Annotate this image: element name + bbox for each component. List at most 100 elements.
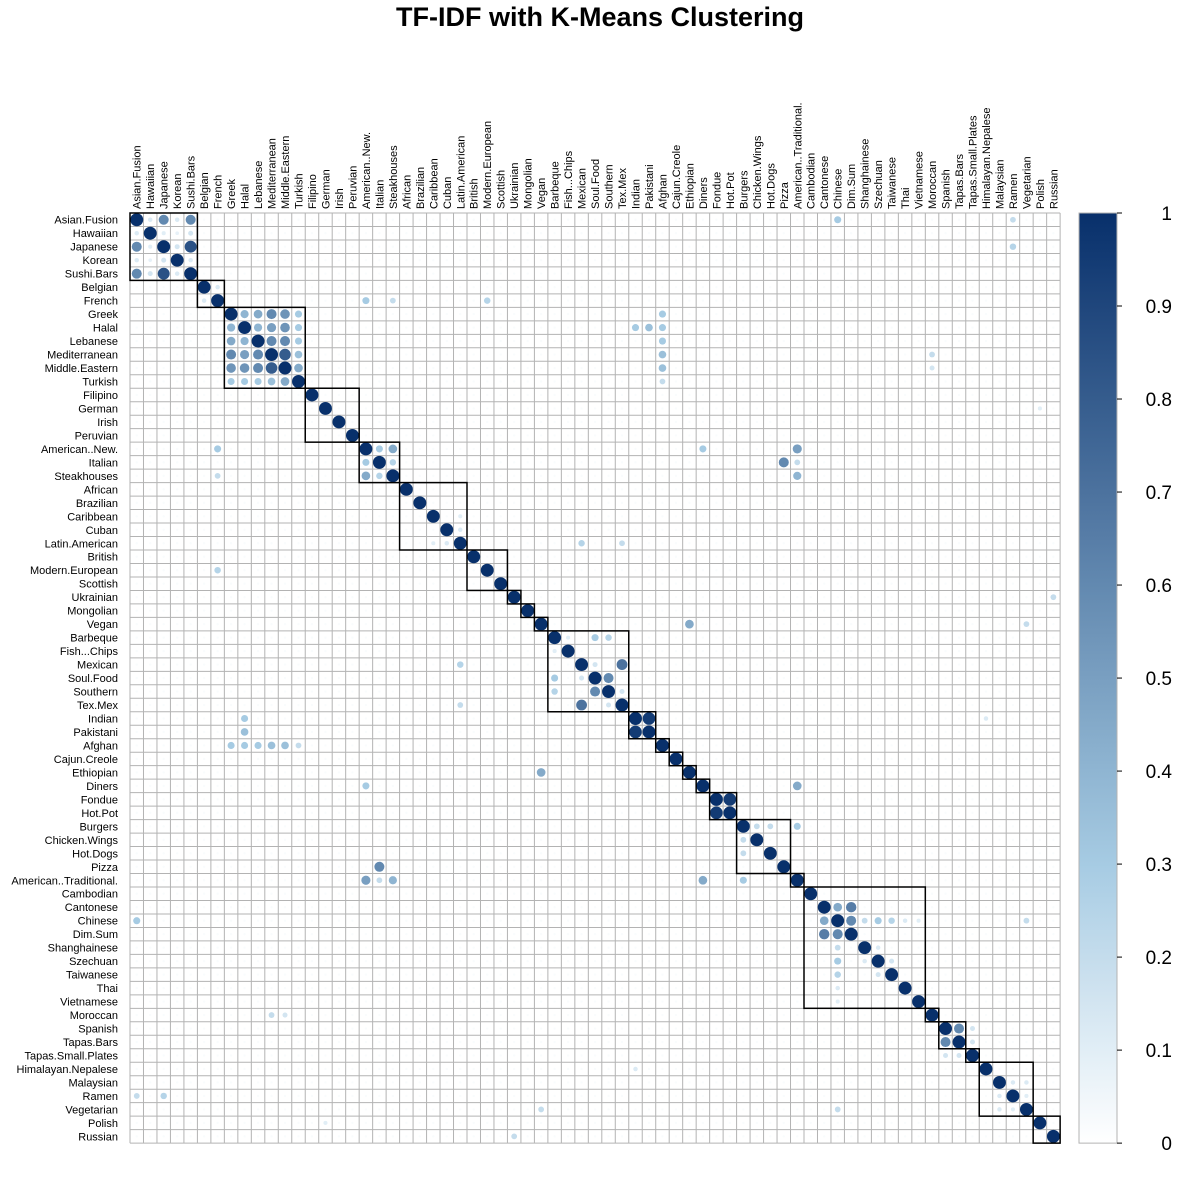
cell-circle-Hot.Pot-British [472, 811, 475, 815]
cell-circle-Cambodian-Pizza [782, 892, 785, 895]
cell-circle-Spanish-Moroccan [930, 1027, 934, 1030]
cell-circle-American..Traditional.-Thai [903, 879, 907, 882]
cell-circle-Vegetarian-British [472, 1108, 475, 1111]
cell-circle-Chinese-Fondue [715, 919, 718, 922]
cell-circle-Fish...Chips-Brazilian [418, 649, 422, 653]
cell-circle-Chinese-Vegan [539, 919, 543, 922]
cell-circle-Spanish-German [324, 1027, 327, 1030]
cell-circle-Tapas.Bars-Middle.Eastern [283, 1040, 287, 1044]
cell-circle-Latin.American-Malaysian [998, 542, 1001, 545]
cell-circle-Russian-Soul.Food [593, 1135, 597, 1138]
cell-circle-Chicken.Wings-Thai [903, 838, 907, 842]
cell-circle-Dim.Sum-Lebanese [256, 932, 260, 936]
cell-circle-Vegetarian-Japanese [162, 1108, 165, 1111]
cell-circle-Belgian-Ethiopian [688, 285, 691, 289]
cell-circle-Peruvian-Russian [1052, 434, 1055, 437]
cell-circle-Afghan-Cuban [445, 744, 448, 747]
row-label: Hot.Dogs [72, 848, 118, 860]
cell-circle-American..New.-Thai [903, 447, 907, 451]
cell-circle-Polish-Hot.Dogs [769, 1121, 772, 1125]
cell-circle-Brazilian-African [405, 501, 408, 505]
column-label: Asian.Fusion [132, 145, 144, 209]
cell-circle-British-Brazilian [418, 555, 422, 558]
cell-circle-Burgers-Fish...Chips [566, 825, 570, 828]
cell-circle-Ethiopian-Shanghainese [863, 771, 866, 774]
cell-circle-Irish-Asian.Fusion [135, 420, 138, 424]
cell-circle-Russian-Caribbean [432, 1135, 435, 1138]
cell-circle-Tex.Mex-Greek [229, 703, 233, 707]
cell-circle-Polish-Vegetarian [1025, 1121, 1028, 1125]
cell-circle-Szechuan-Ramen [1011, 959, 1015, 963]
cell-circle-Modern.European-Korean [175, 569, 179, 572]
cell-circle-French-Tex.Mex [620, 299, 624, 302]
cell-circle-Malaysian-Tapas.Small.Plates [971, 1081, 974, 1084]
cell-circle-Tex.Mex-Tex.Mex [615, 698, 629, 712]
cell-circle-Vegan-Cuban [445, 622, 448, 626]
cell-circle-Tapas.Bars-Cuban [445, 1040, 448, 1044]
cell-circle-Dim.Sum-Sushi.Bars [189, 932, 192, 936]
cell-circle-Tapas.Bars-Tapas.Small.Plates [969, 1039, 976, 1045]
cell-circle-Ramen-Hawaiian [149, 1094, 152, 1098]
cell-circle-Filipino-Latin.American [459, 393, 462, 397]
cell-circle-Halal-Turkish [294, 324, 303, 332]
cell-circle-Southern-Hot.Pot [728, 690, 732, 693]
cell-circle-Himalayan.Nepalese-Moroccan [930, 1067, 934, 1071]
cell-circle-Sushi.Bars-Caribbean [432, 272, 435, 275]
cell-circle-Szechuan-African [405, 959, 408, 963]
cell-circle-Soul.Food-Vietnamese [917, 676, 920, 680]
row-label: Scottish [79, 579, 118, 591]
cell-circle-Taiwanese-Sushi.Bars [189, 973, 192, 976]
cell-circle-Cajun.Creole-Moroccan [930, 757, 934, 761]
cell-circle-Afghan-Polish [1038, 744, 1042, 747]
cell-circle-Barbeque-Turkish [297, 636, 300, 639]
cell-circle-Vegetarian-Chinese [834, 1106, 841, 1113]
cell-circle-Szechuan-Ukrainian [512, 959, 516, 963]
cell-circle-Shanghainese-Southern [607, 946, 610, 949]
cell-circle-Szechuan-Afghan [661, 959, 664, 963]
cell-circle-Thai-Asian.Fusion [135, 986, 138, 990]
cell-circle-German-Hawaiian [149, 407, 152, 410]
cell-circle-Russian-Szechuan [876, 1135, 880, 1138]
cell-circle-Korean-Tapas.Small.Plates [971, 258, 974, 262]
cell-circle-Shanghainese-Mongolian [526, 946, 529, 949]
cell-circle-Himalayan.Nepalese-Halal [243, 1067, 246, 1071]
cell-circle-Caribbean-Middle.Eastern [283, 515, 287, 518]
cell-circle-Mediterranean-Fish...Chips [566, 353, 570, 356]
cell-circle-Southern-Sushi.Bars [189, 690, 192, 693]
cell-circle-Ukrainian-Soul.Food [593, 595, 597, 599]
cell-circle-Cantonese-Scottish [499, 906, 502, 909]
cell-circle-Shanghainese-Pakistani [647, 946, 651, 949]
cell-circle-Belgian-Hot.Dogs [769, 285, 772, 289]
cell-circle-Burgers-Halal [243, 825, 246, 828]
cell-circle-Mexican-French [216, 663, 219, 666]
cell-circle-Korean-Taiwanese [890, 258, 893, 262]
cell-circle-Pakistani-Ukrainian [512, 730, 516, 734]
cell-circle-Cajun.Creole-Southern [607, 757, 610, 761]
cell-circle-Pakistani-Cajun.Creole [674, 730, 678, 734]
cell-circle-Cajun.Creole-Polish [1038, 757, 1042, 761]
cell-circle-Belgian-Filipino [310, 285, 314, 289]
cell-circle-German-Malaysian [998, 407, 1001, 410]
cell-circle-Taiwanese-French [216, 973, 219, 976]
cell-circle-Pizza-Brazilian [418, 865, 422, 868]
cell-circle-Spanish-Thai [903, 1027, 907, 1030]
cell-circle-Hot.Pot-Tapas.Bars [957, 811, 961, 815]
cell-circle-Korean-Russian [1052, 258, 1055, 262]
cell-circle-Spanish-Szechuan [876, 1027, 880, 1030]
cell-circle-Moroccan-Moroccan [925, 1008, 939, 1022]
cell-circle-Brazilian-Soul.Food [593, 501, 597, 505]
cell-circle-Mongolian-Diners [701, 609, 705, 612]
cell-circle-Barbeque-Moroccan [930, 636, 934, 639]
cell-circle-Afghan-Japanese [162, 744, 165, 747]
cell-circle-Mongolian-Pakistani [647, 609, 651, 612]
cell-circle-Latin.American-Sushi.Bars [189, 542, 192, 545]
cell-circle-Chicken.Wings-Cajun.Creole [674, 838, 678, 842]
cell-circle-Vegan-Korean [175, 622, 179, 626]
cell-circle-Brazilian-Sushi.Bars [189, 501, 192, 505]
cell-circle-Lebanese-Moroccan [930, 339, 934, 343]
cell-circle-Belgian-Indian [634, 285, 637, 289]
cell-circle-Tapas.Small.Plates-Chicken.Wings [755, 1054, 759, 1057]
cell-circle-American..Traditional.-Vietnamese [917, 879, 920, 882]
cell-circle-Vietnamese-Ukrainian [512, 1000, 516, 1003]
cell-circle-Spanish-Ethiopian [688, 1027, 691, 1030]
